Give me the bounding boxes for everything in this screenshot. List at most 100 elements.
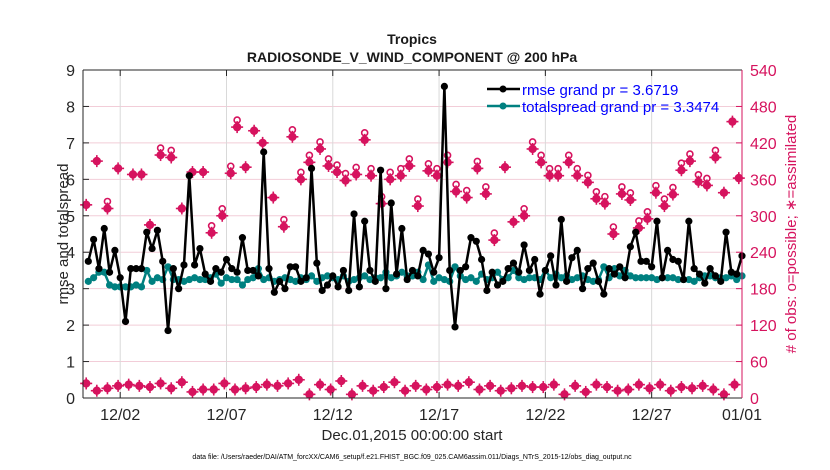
- rmse-point: [594, 277, 603, 285]
- obs-assimilated-marker: [692, 175, 705, 188]
- rmse-point: [159, 257, 167, 265]
- obs-assimilated-marker: [441, 378, 454, 391]
- rmse-point: [589, 259, 597, 267]
- obs-assimilated-marker: [205, 226, 218, 239]
- obs-assimilated-marker: [552, 169, 565, 182]
- rmse-point: [313, 259, 321, 267]
- chart-title: Tropics: [387, 31, 437, 47]
- rmse-point: [414, 272, 422, 280]
- y-tick-label: 5: [66, 209, 75, 226]
- y-tick-label: 6: [66, 172, 75, 189]
- x-tick-label: 01/01: [722, 407, 762, 424]
- rmse-point: [249, 266, 257, 275]
- obs-assimilated-marker: [303, 388, 316, 401]
- obs-assimilated-marker: [471, 162, 484, 175]
- rmse-point: [90, 235, 98, 244]
- rmse-point: [260, 148, 268, 156]
- spread-point: [313, 277, 321, 285]
- rmse-point: [547, 252, 555, 260]
- rmse-point: [334, 283, 342, 291]
- rmse-point: [196, 244, 204, 253]
- spread-point: [121, 283, 130, 291]
- rmse-point: [398, 224, 406, 233]
- rmse-point: [504, 265, 512, 273]
- legend-spread-label: totalspread grand pr = 3.3474: [522, 99, 719, 116]
- rmse-point: [143, 228, 151, 236]
- rmse-point: [722, 228, 730, 236]
- obs-assimilated-marker: [112, 162, 125, 175]
- rmse-point: [387, 199, 395, 207]
- rmse-point: [233, 268, 241, 276]
- obs-assimilated-marker: [607, 228, 620, 240]
- obs-assimilated-marker: [384, 173, 397, 186]
- obs-assimilated-marker: [507, 215, 520, 228]
- rmse-point: [621, 274, 629, 282]
- rmse-point: [270, 288, 278, 296]
- rmse-point: [462, 263, 470, 271]
- obs-assimilated-marker: [601, 381, 614, 394]
- x-tick-label: 12/17: [419, 407, 459, 424]
- rmse-point: [605, 265, 613, 273]
- spread-point: [217, 279, 225, 287]
- obs-assimilated-marker: [505, 382, 518, 395]
- obs-assimilated-marker: [675, 164, 688, 177]
- x-tick-label: 12/22: [525, 407, 565, 424]
- spread-point: [84, 277, 92, 285]
- obs-assimilated-marker: [228, 383, 241, 396]
- obs-assimilated-marker: [569, 379, 582, 392]
- obs-assimilated-marker: [526, 381, 539, 394]
- rmse-point: [658, 274, 666, 282]
- rmse-point: [175, 285, 183, 293]
- obs-assimilated-marker: [611, 384, 624, 397]
- rmse-point: [164, 326, 172, 335]
- obs-assimilated-marker: [726, 115, 739, 128]
- rmse-point: [281, 285, 289, 293]
- rmse-point: [217, 268, 225, 276]
- spread-point: [430, 277, 438, 285]
- rmse-point: [302, 274, 310, 282]
- rmse-point: [525, 266, 534, 275]
- rmse-point: [185, 172, 193, 180]
- x-tick-label: 12/07: [206, 407, 246, 424]
- obs-assimilated-marker: [165, 151, 178, 164]
- rmse-point: [307, 164, 316, 172]
- rmse-point: [690, 265, 698, 273]
- rmse-point: [531, 255, 539, 264]
- rmse-point: [568, 254, 576, 262]
- rmse-point: [578, 285, 587, 293]
- rmse-point: [663, 246, 672, 254]
- rmse-point: [653, 217, 661, 225]
- rmse-point: [345, 286, 353, 295]
- obs-assimilated-marker: [294, 173, 307, 186]
- obs-assimilated-marker: [700, 179, 713, 192]
- rmse-point: [148, 244, 156, 253]
- obs-assimilated-marker: [175, 202, 188, 215]
- obs-assimilated-marker: [271, 379, 284, 392]
- obs-assimilated-marker: [267, 191, 280, 204]
- rmse-point: [637, 257, 645, 265]
- rmse-point: [536, 290, 544, 298]
- rmse-point: [339, 266, 348, 275]
- y-tick-label: 1: [66, 355, 75, 372]
- obs-assimilated-marker: [473, 383, 486, 396]
- legend-rmse-marker: [499, 85, 507, 93]
- rmse-point: [573, 246, 581, 254]
- obs-assimilated-marker: [356, 379, 369, 392]
- obs-assimilated-marker: [526, 142, 539, 155]
- spread-point: [674, 275, 682, 284]
- obs-assimilated-marker: [658, 200, 671, 213]
- y2-tick-label: 480: [750, 99, 777, 116]
- obs-assimilated-marker: [197, 383, 210, 396]
- rmse-point: [642, 257, 650, 265]
- obs-assimilated-marker: [165, 382, 178, 395]
- rmse-point: [201, 270, 209, 278]
- rmse-point: [552, 281, 560, 289]
- obs-assimilated-marker: [581, 176, 594, 189]
- obs-assimilated-marker: [460, 191, 473, 204]
- x-tick-label: 12/27: [632, 407, 672, 424]
- obs-assimilated-marker: [732, 172, 745, 185]
- legend-rmse-label: rmse grand pr = 3.6719: [522, 82, 678, 99]
- y-tick-label: 9: [66, 63, 75, 80]
- rmse-point: [626, 243, 634, 251]
- rmse-point: [483, 286, 491, 295]
